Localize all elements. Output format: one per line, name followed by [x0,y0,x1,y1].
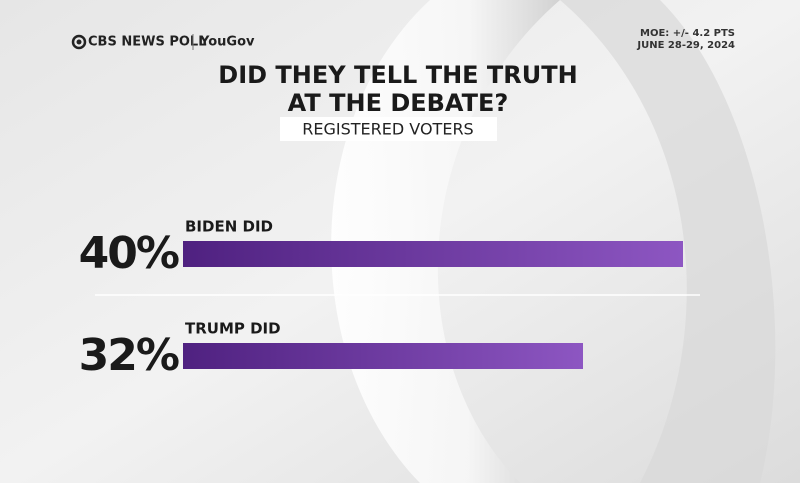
background-swirl [560,0,776,483]
note: MOE: +/- 4.2 PTS [640,28,735,39]
partner: YouGov [199,35,255,50]
note: JUNE 28-29, 2024 [636,40,735,51]
brand: CBS NEWS POLL [88,35,206,50]
cbs-logo [71,34,87,50]
bar [183,343,583,369]
category-label: TRUMP DID [185,320,281,338]
chart-title: DID THEY TELL THE TRUTH [218,61,577,89]
cbs-logo [76,39,82,45]
chart-title: AT THE DEBATE? [288,89,509,117]
value-label: 40% [79,228,179,279]
subtitle-box [280,117,497,141]
category-label: BIDEN DID [185,218,273,236]
bar [183,241,683,267]
value-label: 32% [79,330,179,381]
subtitle: REGISTERED VOTERS [302,120,473,139]
